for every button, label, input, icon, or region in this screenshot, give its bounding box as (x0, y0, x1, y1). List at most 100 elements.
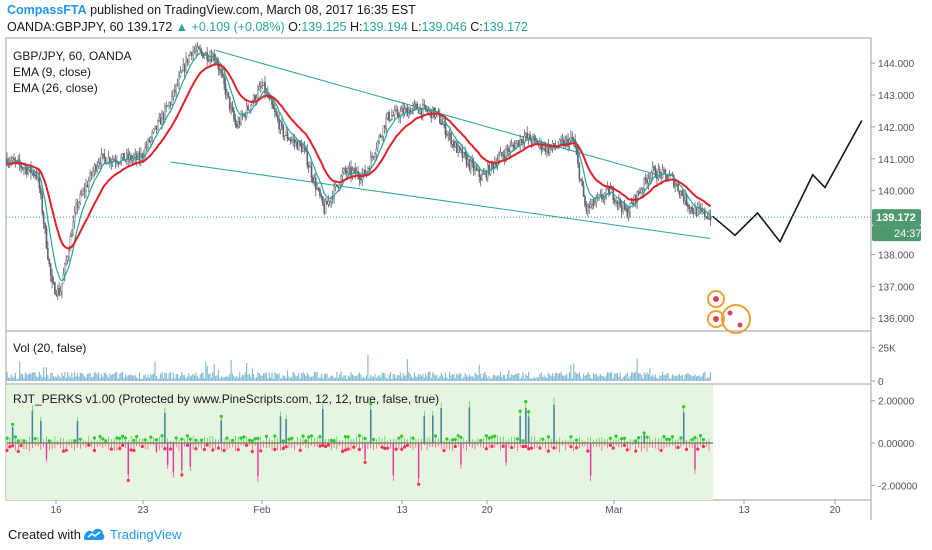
oscillator-point-pos (608, 436, 612, 440)
candle-body (223, 75, 225, 84)
oscillator-point-neg (402, 445, 407, 449)
candle-body (470, 160, 472, 169)
candle-body (279, 121, 282, 130)
candle-body (71, 235, 73, 237)
oscillator-point-pos (524, 399, 528, 404)
oscillator-point-neg (236, 448, 240, 452)
oscillator-point-pos (230, 438, 235, 443)
price-tick-label: 138.000 (878, 250, 915, 261)
candle-body (210, 56, 213, 62)
candle-body (228, 96, 231, 109)
candle-body (155, 125, 158, 130)
oscillator-point-neg (16, 449, 20, 454)
oscillator-tick-label: 2.00000 (878, 397, 915, 408)
logo-watermark-icon (707, 290, 751, 334)
candle-body (45, 227, 48, 249)
candle-body (49, 263, 52, 276)
candle-body (585, 204, 588, 211)
candle-body (489, 161, 492, 175)
oscillator-point-pos (620, 437, 624, 441)
candle-body (54, 282, 56, 295)
candle-body (323, 204, 326, 214)
oscillator-point-neg (259, 449, 263, 453)
candle-body (221, 72, 224, 77)
oscillator-point-pos (247, 438, 252, 442)
candle-body (298, 141, 300, 150)
candle-body (522, 141, 524, 144)
candle-body (526, 133, 529, 139)
candle-body (319, 189, 321, 196)
candle-body (457, 145, 459, 153)
candle-body (250, 104, 252, 111)
candle-body (159, 117, 162, 125)
candle-body (220, 69, 223, 73)
oscillator-point-neg (383, 446, 387, 451)
candle-body (117, 162, 120, 164)
candle-body (188, 54, 190, 63)
candle-body (185, 58, 187, 72)
main-legend-ema-slow: EMA (26, close) (13, 81, 98, 95)
candle-body (48, 258, 51, 265)
candle-body (391, 115, 393, 120)
oscillator-point-pos (453, 437, 457, 442)
candle-body (616, 200, 619, 204)
candle-body (100, 153, 103, 164)
candle-body (165, 106, 168, 108)
time-tick-label: Mar (605, 505, 623, 516)
oscillator-point-pos (645, 435, 649, 439)
oscillator-point-pos (343, 435, 347, 439)
candle-body (320, 195, 323, 197)
candle-body (96, 165, 99, 172)
candle-body (625, 208, 627, 210)
oscillator-point-pos (307, 435, 311, 439)
oscillator-point-pos (225, 436, 229, 440)
candle-body (626, 208, 629, 218)
candle-body (199, 48, 201, 51)
candle-body (353, 168, 355, 171)
tradingview-brand[interactable]: TradingView (110, 527, 182, 542)
candle-body (692, 211, 695, 214)
candle-body (458, 145, 461, 149)
candle-body (454, 142, 457, 148)
candle-body (646, 180, 648, 184)
candle-body (702, 209, 705, 212)
candle-body (488, 164, 490, 175)
oscillator-point-pos (667, 437, 672, 442)
candle-body (382, 125, 385, 137)
candle-body (384, 125, 386, 129)
last-price-badge-text: 139.172 (876, 212, 916, 224)
oscillator-point-neg (394, 447, 398, 451)
oscillator-point-pos (357, 434, 362, 438)
candle-body (560, 139, 562, 141)
main-legend-symbol: GBP/JPY, 60, OANDA (13, 49, 132, 63)
time-tick-label: 13 (396, 505, 408, 516)
oscillator-point-pos (115, 436, 119, 440)
oscillator-point-pos (22, 439, 26, 443)
candle-body (47, 247, 49, 260)
candle-body (75, 203, 77, 213)
oscillator-point-pos (309, 434, 314, 438)
open-value: 139.125 (301, 20, 347, 34)
candle-body (336, 184, 338, 187)
author-name[interactable]: CompassFTA (7, 3, 87, 17)
oscillator-point-neg (510, 445, 514, 450)
candle-body (13, 157, 15, 161)
candle-body (413, 104, 416, 106)
oscillator-point-pos (699, 434, 703, 438)
candle-body (176, 83, 179, 85)
candle-body (627, 212, 630, 218)
candle-body (161, 113, 163, 125)
candle-body (307, 165, 310, 168)
candle-body (102, 153, 104, 155)
candle-body (471, 160, 474, 163)
oscillator-point-neg (245, 443, 249, 447)
oscillator-point-pos (662, 434, 666, 439)
tradingview-logo-icon[interactable] (82, 524, 106, 544)
candle-body (577, 154, 579, 164)
candle-body (23, 168, 25, 170)
price-tick-label: 136.000 (878, 314, 915, 325)
candle-body (416, 103, 419, 110)
oscillator-point-pos (487, 436, 491, 440)
footer: Created with TradingView (0, 520, 932, 550)
